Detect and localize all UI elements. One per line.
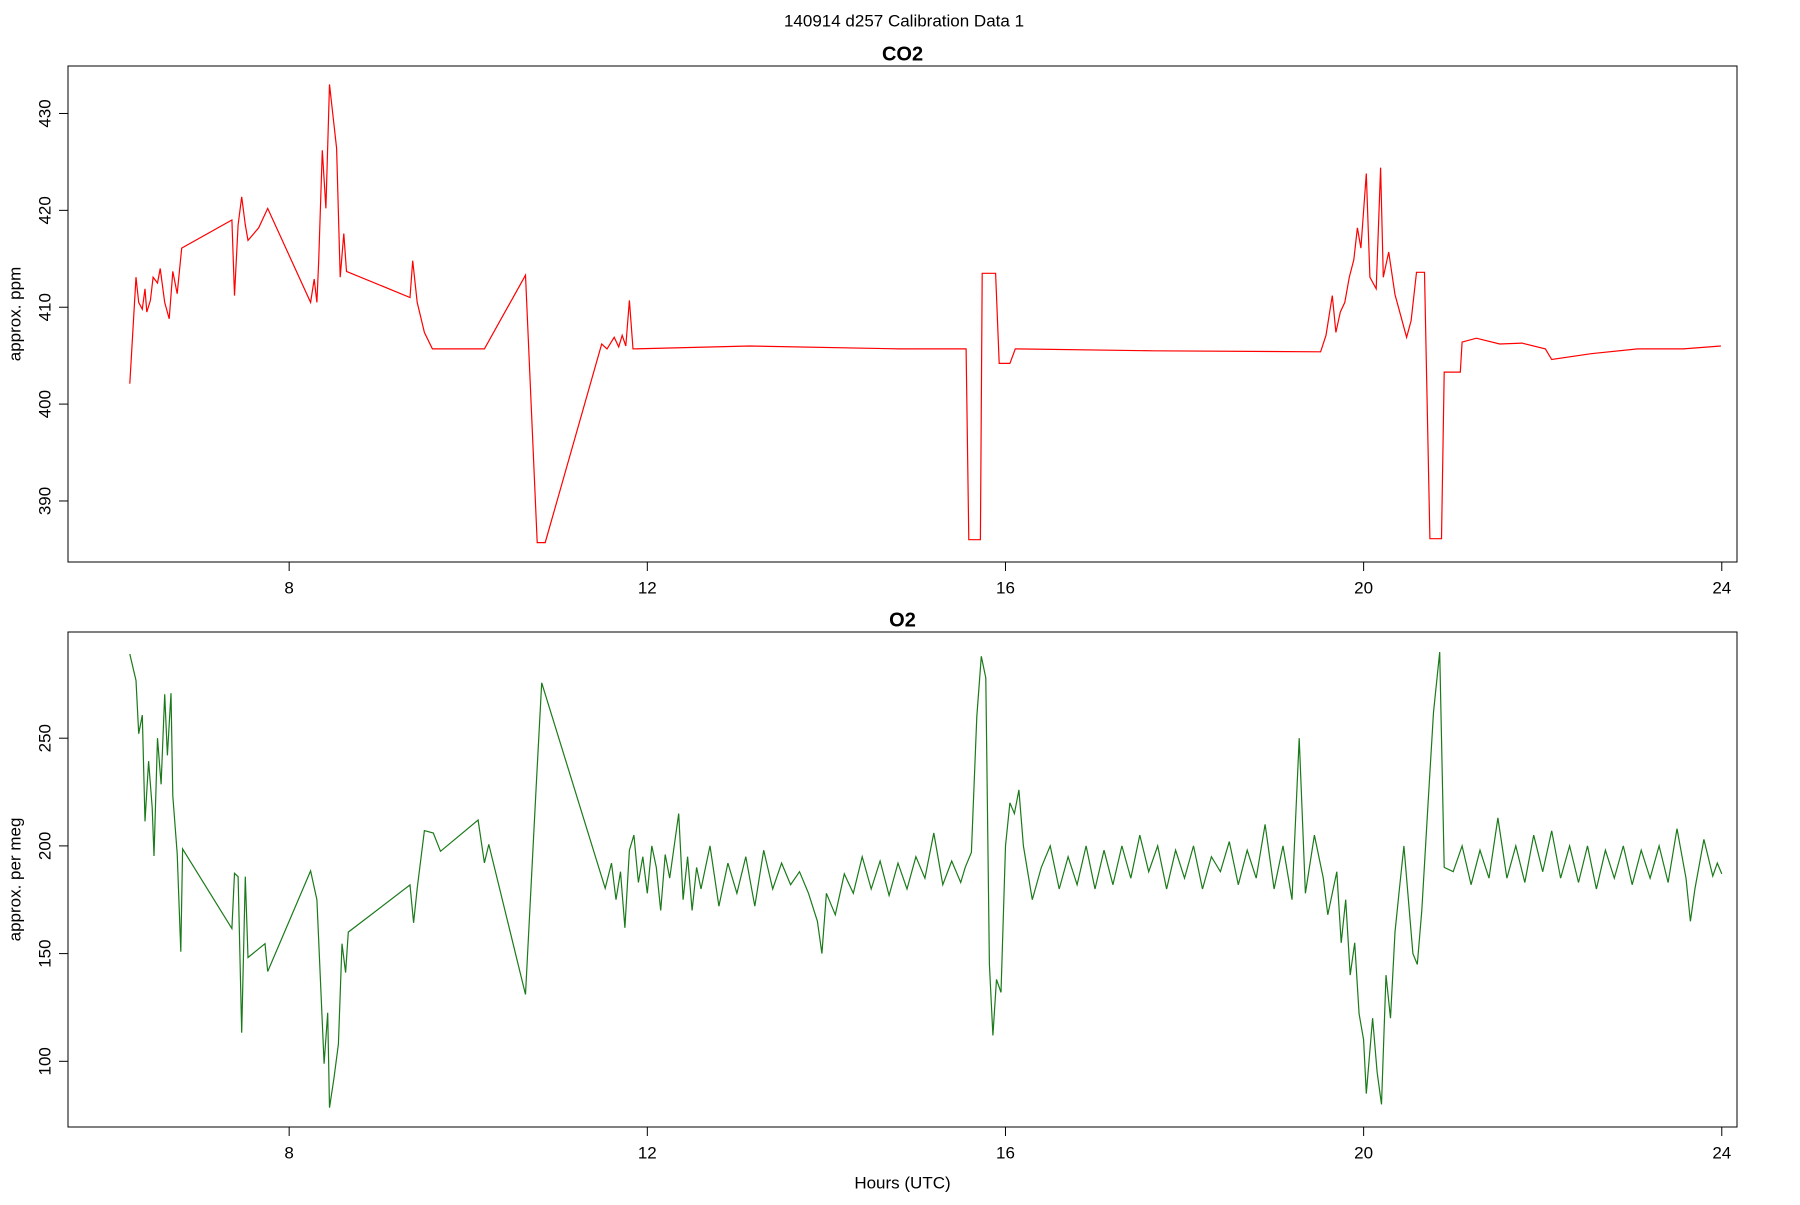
x-tick-label: 16: [996, 578, 1015, 597]
plot-frame: [67, 631, 1738, 1128]
panel: O2 approx. per meg Hours (UTC) 8 12 16 20 24 100…: [5, 609, 1738, 1192]
y-tick-label: 400: [35, 390, 54, 418]
y-axis-label: approx. ppm: [5, 267, 24, 362]
x-tick-label: 12: [638, 1143, 657, 1162]
x-axis-label: Hours (UTC): [854, 1173, 950, 1192]
panel-title: O2: [889, 609, 916, 631]
y-tick-label: 420: [35, 196, 54, 224]
data-line: [129, 84, 1721, 544]
y-tick-label: 410: [35, 293, 54, 321]
x-tick-label: 12: [638, 578, 657, 597]
plot-frame: [67, 65, 1738, 563]
x-tick-label: 20: [1354, 578, 1373, 597]
panel: CO2 approx. ppm 8 12 16 20 24 390 400 410 420 430: [5, 43, 1738, 597]
y-tick-label: 430: [35, 99, 54, 127]
x-tick-label: 24: [1712, 578, 1731, 597]
y-tick-label: 150: [35, 939, 54, 967]
y-tick-label: 250: [35, 724, 54, 752]
x-tick-label: 8: [284, 1143, 293, 1162]
panel-title: CO2: [882, 43, 923, 65]
plot-area: [129, 84, 1721, 544]
y-axis-label: approx. per meg: [5, 818, 24, 942]
data-line: [129, 651, 1723, 1108]
plot-area: [129, 651, 1723, 1108]
x-tick-label: 24: [1712, 1143, 1731, 1162]
y-tick-label: 100: [35, 1047, 54, 1075]
x-tick-label: 20: [1354, 1143, 1373, 1162]
figure-title: 140914 d257 Calibration Data 1: [784, 11, 1024, 30]
x-tick-label: 16: [996, 1143, 1015, 1162]
y-tick-label: 390: [35, 487, 54, 515]
y-tick-label: 200: [35, 832, 54, 860]
x-tick-label: 8: [284, 578, 293, 597]
